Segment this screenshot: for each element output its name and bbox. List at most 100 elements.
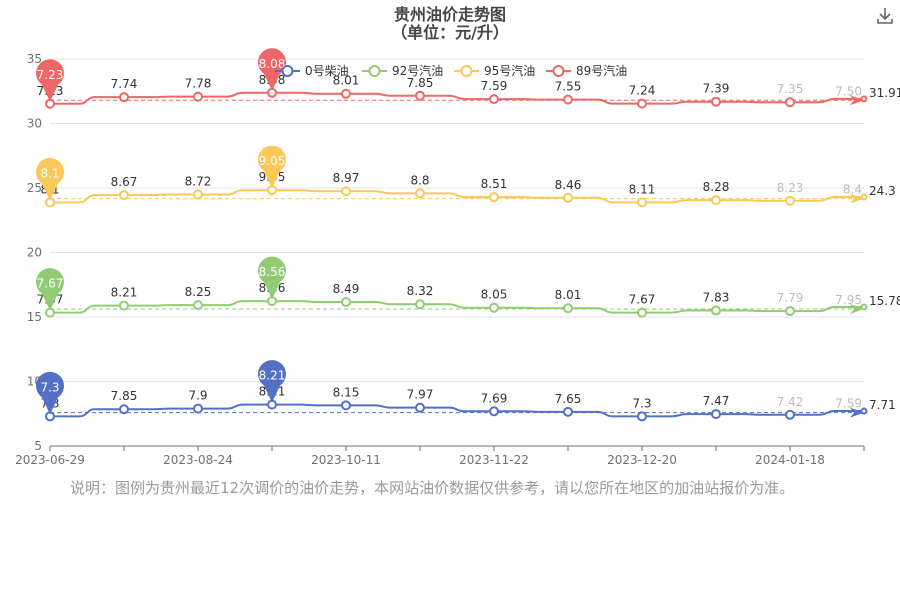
- data-point: [785, 195, 795, 206]
- legend-marker: [281, 65, 294, 77]
- pin-shape: [36, 268, 65, 311]
- data-label: 8.21: [111, 286, 138, 300]
- average-label: 8.4: [843, 183, 862, 197]
- x-tick-label: 2023-11-22: [459, 453, 529, 467]
- data-label: 7.97: [407, 388, 434, 402]
- pin-shape: [257, 360, 286, 403]
- legend-label: 95号汽油: [484, 63, 535, 78]
- data-label: 7.42: [777, 395, 804, 409]
- pin-label: 7.67: [37, 277, 64, 291]
- data-point: [193, 189, 203, 200]
- data-label: 8.23: [777, 181, 804, 195]
- data-label: 7.85: [407, 76, 434, 90]
- pin-shape: [257, 145, 286, 189]
- min-pin: 7.3: [36, 371, 65, 415]
- data-point: [119, 300, 129, 311]
- data-point: [119, 404, 129, 415]
- data-label: 8.15: [333, 385, 360, 399]
- legend[interactable]: 0号柴油 92号汽油 95号汽油 89号汽油: [275, 63, 627, 78]
- max-pin: 8.21: [257, 360, 286, 403]
- y-tick-label: 35: [27, 52, 42, 66]
- x-tick-label: 2024-01-18: [755, 453, 825, 467]
- series-group: 7.59 7.3 7.85 7.9 8.21 8.15 7.97 7.69 7.65 7.3 7.4…: [36, 48, 900, 422]
- data-label: 7.65: [555, 392, 582, 406]
- data-point: [637, 98, 647, 109]
- legend-item-3[interactable]: 95号汽油: [454, 63, 535, 78]
- data-point: [415, 188, 425, 199]
- average-arrow: [850, 95, 864, 106]
- data-point: [193, 91, 203, 102]
- data-point: [341, 400, 351, 411]
- data-point: [489, 406, 499, 417]
- chart-subtitle: （单位：元/升）: [391, 23, 509, 42]
- data-point: [489, 302, 499, 313]
- data-label: 8.49: [333, 282, 360, 296]
- data-point: [341, 297, 351, 308]
- data-label: 7.69: [481, 391, 508, 405]
- series-4: 7.50 7.23 7.74 7.78 8.08 8.01 7.85 7.59 7.55 7.24…: [36, 48, 900, 109]
- data-point: [860, 95, 868, 103]
- max-pin: 9.05: [257, 145, 286, 189]
- data-label: 7.47: [703, 394, 730, 408]
- data-label: 7.3: [632, 396, 651, 410]
- grid-lines: [50, 58, 864, 447]
- data-label: 7.79: [777, 291, 804, 305]
- average-label: 7.59: [835, 397, 862, 411]
- pin-label: 8.56: [259, 265, 286, 279]
- legend-item-1[interactable]: 0号柴油: [275, 64, 349, 78]
- download-icon[interactable]: [876, 6, 894, 26]
- pin-shape: [36, 59, 64, 102]
- data-point: [489, 94, 499, 105]
- data-label: 7.24: [629, 84, 656, 98]
- data-label: 7.78: [185, 77, 212, 91]
- data-label: 8.51: [481, 177, 508, 191]
- data-point: [785, 409, 795, 420]
- series-line: [50, 403, 864, 418]
- x-tick-label: 2023-12-20: [607, 453, 677, 467]
- pin-label: 8.21: [259, 369, 286, 383]
- legend-item-4[interactable]: 89号汽油: [546, 63, 627, 78]
- y-tick-label: 5: [34, 439, 42, 453]
- end-value-label: 7.71: [869, 398, 896, 412]
- pin-label: 7.3: [40, 380, 59, 394]
- pin-shape: [257, 256, 286, 300]
- data-point: [119, 92, 129, 103]
- data-point: [563, 406, 573, 417]
- data-point: [415, 402, 425, 413]
- data-label: 8.01: [555, 288, 582, 302]
- legend-marker: [460, 65, 473, 77]
- series-line: [50, 300, 864, 314]
- data-point: [563, 94, 573, 105]
- data-point: [489, 192, 499, 203]
- x-tick-label: 2023-10-11: [311, 453, 381, 467]
- data-point: [711, 195, 721, 206]
- data-label: 8.11: [629, 182, 656, 196]
- data-label: 8.05: [481, 288, 508, 302]
- legend-item-2[interactable]: 92号汽油: [362, 63, 443, 78]
- data-point: [637, 197, 647, 208]
- y-tick-label: 25: [27, 181, 42, 195]
- data-label: 7.67: [629, 293, 656, 307]
- x-tick-label: 2023-06-29: [15, 453, 85, 467]
- data-point: [711, 96, 721, 107]
- data-label: 8.67: [111, 175, 138, 189]
- pin-label: 7.23: [37, 68, 64, 82]
- data-label: 7.39: [703, 82, 730, 96]
- data-point: [860, 407, 868, 415]
- legend-label: 0号柴油: [305, 64, 349, 78]
- series-1: 7.59 7.3 7.85 7.9 8.21 8.15 7.97 7.69 7.65 7.3 7.4…: [36, 360, 896, 422]
- data-point: [193, 300, 203, 311]
- legend-label: 89号汽油: [576, 63, 627, 78]
- end-value-label: 15.78: [869, 294, 900, 308]
- x-axis: 2023-06-29 2023-08-24 2023-10-11 2023-11-22…: [15, 445, 865, 467]
- data-point: [860, 193, 868, 201]
- data-label: 7.35: [777, 82, 804, 96]
- max-pin: 8.56: [257, 256, 286, 300]
- pin-shape: [36, 157, 65, 201]
- data-label: 8.46: [555, 178, 582, 192]
- min-pin: 7.23: [36, 59, 64, 102]
- data-point: [563, 192, 573, 203]
- data-label: 7.9: [188, 389, 207, 403]
